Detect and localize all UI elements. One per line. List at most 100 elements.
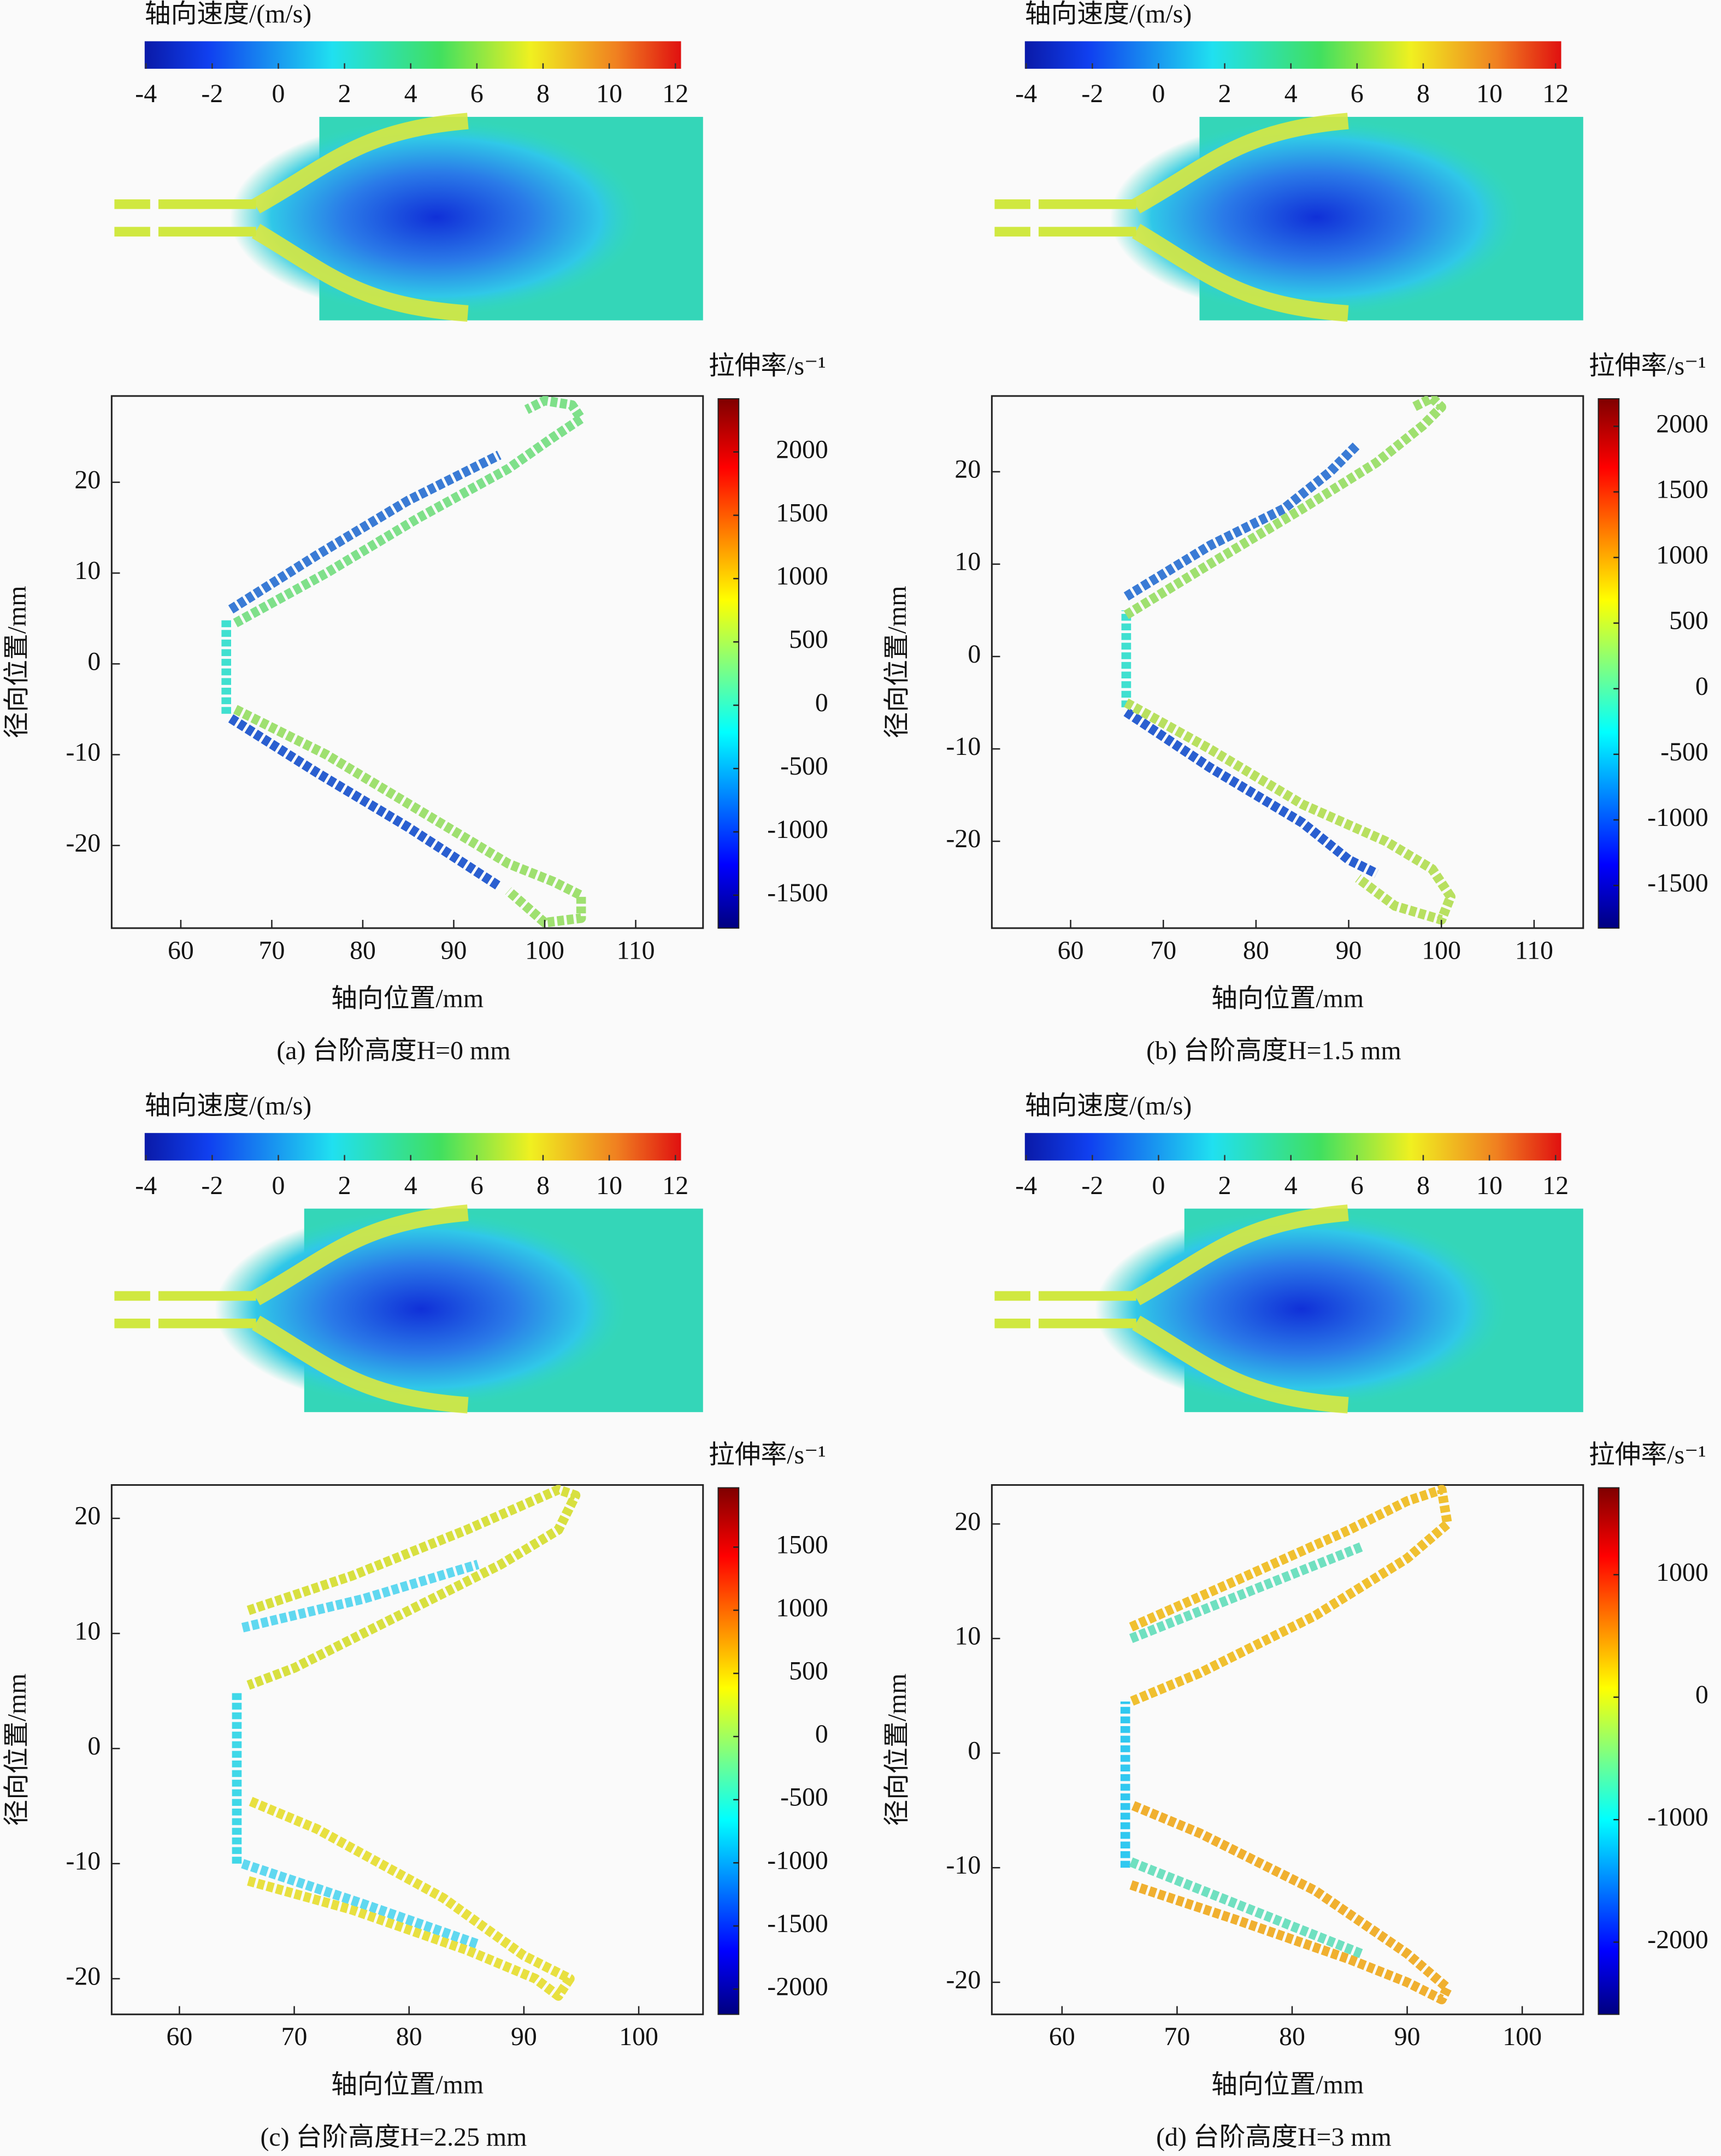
y-tick-label: 20: [74, 465, 101, 494]
nozzle-channel: [994, 199, 1030, 209]
flame-front: [241, 1859, 480, 1949]
velocity-colorbar: [1024, 1133, 1561, 1161]
x-tick-label: 100: [1422, 936, 1461, 965]
x-tick-label: 70: [281, 2022, 308, 2051]
y-axis-label: 径向位置/mm: [883, 1674, 912, 1826]
nozzle-channel: [158, 199, 256, 209]
velocity-title: 轴向速度/(m/s): [145, 1091, 311, 1120]
velocity-tick-label: 2: [1218, 79, 1231, 108]
y-tick-label: 10: [74, 556, 101, 585]
strain-colorbar: [1598, 398, 1620, 929]
plot-area: [991, 395, 1584, 929]
x-tick-label: 60: [166, 2022, 192, 2051]
velocity-tick-label: 8: [537, 1171, 550, 1200]
y-tick-label: 20: [954, 1507, 981, 1536]
colorbar-tick-label: -2000: [1647, 1925, 1708, 1954]
y-tick-label: -10: [946, 1851, 981, 1880]
colorbar-tick-label: 1000: [776, 1593, 828, 1622]
velocity-tick-label: -2: [1081, 79, 1103, 108]
y-axis-label: 径向位置/mm: [3, 586, 32, 739]
series-group: [221, 395, 586, 928]
velocity-colorbar: [144, 1133, 681, 1161]
x-tick-label: 110: [617, 936, 655, 965]
strain-colorbar-title: 拉伸率/s⁻¹: [709, 1440, 826, 1469]
jet-upper: [1132, 113, 1349, 214]
colorbar-tick-label: 500: [789, 1656, 828, 1685]
flame-front: [228, 451, 502, 614]
velocity-tick-label: 2: [1218, 1171, 1231, 1200]
colorbar-tick-label: -1000: [767, 1846, 828, 1875]
flame-front: [1123, 395, 1447, 619]
velocity-tick-label: 12: [662, 1171, 688, 1200]
colorbar-tick-label: 500: [789, 625, 828, 654]
velocity-tick-label: 0: [272, 79, 285, 108]
y-tick-label: 0: [968, 640, 981, 669]
x-tick-label: 110: [1515, 936, 1553, 965]
x-tick-label: 60: [168, 936, 194, 965]
flame-front: [1123, 708, 1379, 878]
velocity-tick-label: -4: [1015, 1171, 1037, 1200]
velocity-tick-label: 8: [1417, 1171, 1430, 1200]
y-axis-label: 径向位置/mm: [883, 586, 912, 739]
strain-colorbar-title: 拉伸率/s⁻¹: [1589, 1440, 1706, 1469]
colorbar-tick-label: 0: [815, 1720, 828, 1749]
velocity-tick-label: -4: [1015, 79, 1037, 108]
strain-colorbar: [1598, 1487, 1620, 2015]
series-group: [1121, 395, 1455, 925]
nozzle-channel: [994, 1291, 1030, 1301]
strain-colorbar-title: 拉伸率/s⁻¹: [1589, 352, 1706, 381]
colorbar-tick-label: -500: [780, 752, 828, 781]
nozzle-channel: [114, 199, 150, 209]
velocity-tick-label: 12: [1542, 79, 1569, 108]
series-group: [1120, 1485, 1453, 2005]
velocity-tick-label: 0: [272, 1171, 285, 1200]
velocity-tick-label: 10: [596, 79, 622, 108]
y-tick-label: -10: [66, 738, 101, 767]
velocity-title: 轴向速度/(m/s): [145, 0, 311, 28]
flame-front: [246, 1485, 581, 1690]
jet-lower: [251, 1315, 469, 1414]
caption: (c) 台阶高度H=2.25 mm: [261, 2123, 527, 2152]
velocity-tick-label: 2: [338, 79, 351, 108]
velocity-field: [114, 113, 703, 322]
colorbar-tick-label: 1500: [776, 498, 828, 527]
colorbar-tick-label: 0: [815, 688, 828, 717]
caption: (b) 台阶高度H=1.5 mm: [1146, 1036, 1401, 1065]
y-axis-label: 径向位置/mm: [3, 1674, 32, 1826]
colorbar-tick-label: -500: [780, 1783, 828, 1812]
nozzle-channel: [114, 1319, 150, 1328]
velocity-tick-label: 6: [470, 1171, 484, 1200]
x-tick-label: 70: [1150, 936, 1176, 965]
x-tick-label: 90: [511, 2022, 537, 2051]
velocity-tick-label: 12: [1542, 1171, 1569, 1200]
velocity-tick-label: 2: [338, 1171, 351, 1200]
colorbar-tick-label: -1000: [1647, 1803, 1708, 1832]
y-tick-label: -10: [946, 732, 981, 761]
velocity-tick-label: -2: [1081, 1171, 1103, 1200]
y-tick-label: -20: [66, 1962, 101, 1990]
x-tick-label: 80: [396, 2022, 422, 2051]
x-tick-label: 100: [525, 936, 564, 965]
y-tick-label: 10: [954, 1622, 981, 1651]
colorbar-tick-label: -1500: [767, 878, 828, 907]
y-tick-label: 20: [954, 455, 981, 484]
plot-area: [110, 395, 704, 929]
nozzle-channel: [1038, 1291, 1136, 1301]
velocity-tick-label: 0: [1152, 1171, 1165, 1200]
velocity-tick-label: -4: [135, 79, 157, 108]
jet-upper: [252, 113, 469, 214]
jet-lower: [251, 223, 469, 322]
caption: (d) 台阶高度H=3 mm: [1156, 2123, 1392, 2152]
velocity-tick-label: 4: [404, 1171, 417, 1200]
colorbar-tick-label: 1000: [1656, 541, 1708, 570]
flame-front: [1124, 698, 1455, 925]
nozzle-channel: [114, 1291, 150, 1301]
strain-colorbar-title: 拉伸率/s⁻¹: [709, 352, 826, 381]
flame-front: [1129, 1485, 1453, 1706]
velocity-field: [994, 113, 1583, 322]
flame-front: [246, 1795, 575, 2001]
colorbar-tick-label: 2000: [776, 435, 828, 464]
flame-front: [1129, 1800, 1453, 2005]
flame-front: [1129, 1542, 1363, 1643]
